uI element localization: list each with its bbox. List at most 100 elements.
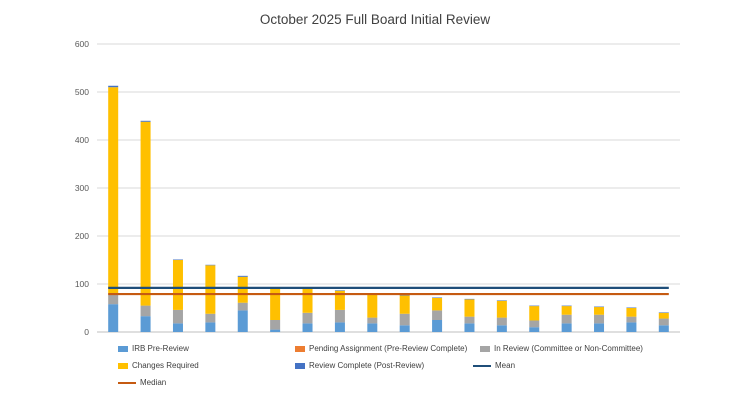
- legend-item-median: Median: [118, 378, 166, 387]
- bar-segment: [496, 317, 507, 326]
- bar-segment: [205, 322, 216, 332]
- legend-line: [473, 364, 491, 367]
- bar-segment: [270, 329, 281, 332]
- bar-segment: [399, 295, 410, 296]
- bar-segment: [237, 302, 248, 311]
- bar-segment: [172, 259, 183, 261]
- bars: [108, 85, 669, 332]
- bar-segment: [172, 260, 183, 310]
- y-tick-label: 200: [75, 231, 89, 241]
- bar-segment: [432, 297, 443, 311]
- legend-swatch: [118, 345, 128, 352]
- bar-segment: [626, 322, 637, 332]
- bar-segment: [594, 306, 605, 308]
- y-tick-label: 400: [75, 135, 89, 145]
- bar-segment: [399, 325, 410, 332]
- legend-label: Median: [140, 378, 167, 387]
- bar-segment: [367, 293, 378, 318]
- legend-item-irb-pre-review: IRB Pre-Review: [118, 344, 189, 353]
- bar-segment: [561, 306, 572, 315]
- bar-segment: [108, 87, 119, 294]
- bar-segment: [561, 323, 572, 332]
- bar-segment: [237, 275, 248, 277]
- bar-segment: [367, 317, 378, 324]
- bar-segment: [334, 290, 345, 291]
- bar-segment: [432, 320, 443, 332]
- legend-label: Changes Required: [132, 361, 199, 370]
- y-tick-label: 100: [75, 279, 89, 289]
- legend-line: [118, 381, 136, 384]
- bar-segment: [658, 312, 669, 319]
- bar-segment: [432, 310, 443, 320]
- bar-segment: [367, 323, 378, 332]
- bar-segment: [302, 312, 313, 324]
- bar-segment: [529, 305, 540, 307]
- bar-segment: [172, 309, 183, 324]
- bar-segment: [658, 318, 669, 326]
- bar-segment: [464, 299, 475, 317]
- reference-lines: [108, 286, 669, 296]
- bar-segment: [334, 322, 345, 332]
- bar-segment: [626, 307, 637, 309]
- legend-swatch: [118, 362, 128, 369]
- bar-segment: [270, 288, 281, 320]
- bar-segment: [302, 288, 313, 313]
- y-tick-label: 500: [75, 87, 89, 97]
- bar-segment: [399, 313, 410, 326]
- bar-segment: [205, 313, 216, 323]
- bar-segment: [464, 298, 475, 300]
- gridlines: [97, 43, 680, 333]
- bar-segment: [594, 314, 605, 324]
- bar-segment: [529, 306, 540, 321]
- bar-segment: [626, 308, 637, 317]
- legend-item-changes-required: Changes Required: [118, 361, 199, 370]
- bar-segment: [172, 323, 183, 332]
- bar-segment: [529, 320, 540, 328]
- legend-label: Pending Assignment (Pre-Review Complete): [309, 344, 468, 353]
- legend-swatch: [295, 362, 305, 369]
- bar-segment: [399, 295, 410, 314]
- bar-segment: [205, 265, 216, 314]
- bar-segment: [464, 316, 475, 324]
- legend-swatch: [480, 345, 490, 352]
- bar-segment: [108, 293, 119, 305]
- bar-segment: [529, 327, 540, 332]
- bar-segment: [302, 323, 313, 332]
- legend-swatch: [295, 345, 305, 352]
- bar-segment: [496, 325, 507, 332]
- bar-segment: [237, 310, 248, 332]
- bar-segment: [496, 300, 507, 301]
- legend-item-in-review: In Review (Committee or Non-Committee): [480, 344, 643, 353]
- bar-segment: [496, 300, 507, 318]
- legend-label: In Review (Committee or Non-Committee): [494, 344, 643, 353]
- bar-segment: [140, 316, 151, 332]
- bar-segment: [108, 85, 119, 88]
- bar-segment: [334, 309, 345, 323]
- bar-segment: [561, 305, 572, 307]
- legend-item-review-complete: Review Complete (Post-Review): [295, 361, 424, 370]
- bar-segment: [205, 264, 216, 266]
- bar-segment: [464, 323, 475, 332]
- legend-label: Review Complete (Post-Review): [309, 361, 425, 370]
- chart-title: October 2025 Full Board Initial Review: [259, 12, 491, 27]
- legend-item-mean: Mean: [473, 361, 515, 370]
- bar-segment: [594, 307, 605, 315]
- legend-label: IRB Pre-Review: [132, 344, 189, 353]
- y-tick-label: 0: [84, 327, 89, 337]
- bar-segment: [334, 290, 345, 310]
- bar-segment: [432, 297, 443, 298]
- bar-segment: [270, 320, 281, 330]
- legend-item-pending-assignment: Pending Assignment (Pre-Review Complete): [295, 344, 467, 353]
- y-axis-ticks: 0 100 200 300 400 500 600: [75, 39, 89, 337]
- y-tick-label: 600: [75, 39, 89, 49]
- bar-segment: [561, 314, 572, 324]
- bar-segment: [140, 121, 151, 306]
- bar-segment: [237, 276, 248, 303]
- bar-segment: [594, 323, 605, 332]
- bar-segment: [140, 305, 151, 317]
- bar-segment: [108, 304, 119, 332]
- bar-segment: [626, 316, 637, 323]
- legend-label: Mean: [495, 361, 516, 370]
- bar-segment: [658, 325, 669, 332]
